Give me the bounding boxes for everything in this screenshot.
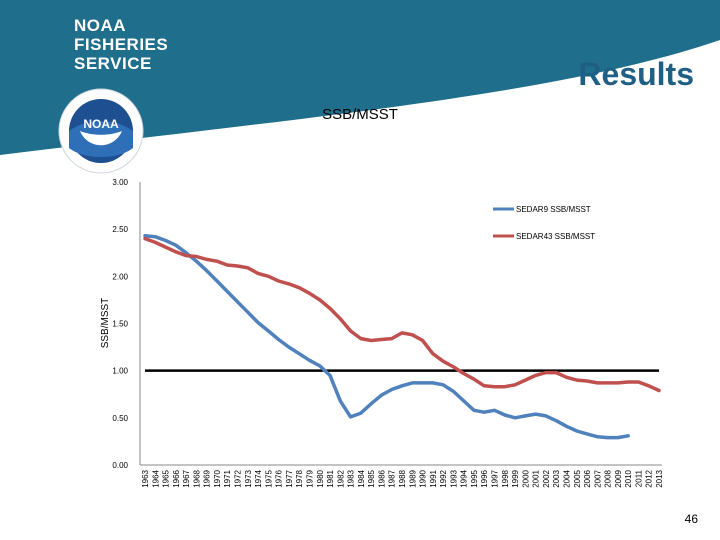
noaa-logo-icon: NOAA [58, 88, 144, 174]
logo-label: NOAA [83, 117, 119, 131]
x-tick-label: 2001 [532, 469, 541, 487]
x-tick-label: 1996 [480, 469, 489, 487]
x-tick-label: 2002 [542, 469, 551, 487]
noaa-fisheries-brand: NOAA FISHERIES SERVICE [74, 16, 168, 73]
x-tick-label: 2008 [604, 469, 613, 487]
x-tick-label: 1990 [419, 469, 428, 487]
y-tick-label: 2.50 [112, 225, 128, 234]
x-tick-label: 1980 [316, 469, 325, 487]
x-tick-label: 2004 [562, 469, 571, 487]
x-tick-label: 1970 [213, 469, 222, 487]
x-tick-label: 1984 [357, 469, 366, 487]
x-tick-label: 1988 [398, 469, 407, 487]
x-tick-label: 2011 [634, 469, 643, 487]
x-tick-label: 1986 [377, 469, 386, 487]
x-tick-label: 1975 [264, 469, 273, 487]
x-tick-label: 1963 [141, 469, 150, 487]
y-tick-label: 0.00 [112, 461, 128, 470]
x-tick-label: 1985 [367, 469, 376, 487]
x-tick-label: 1972 [234, 469, 243, 487]
x-tick-label: 2000 [521, 469, 530, 487]
x-tick-label: 1965 [162, 469, 171, 487]
x-tick-label: 2009 [614, 469, 623, 487]
legend-label-2: SEDAR43 SSB/MSST [516, 232, 595, 241]
x-tick-label: 2003 [552, 469, 561, 487]
y-tick-label: 2.00 [112, 272, 128, 281]
x-tick-label: 1978 [295, 469, 304, 487]
x-tick-label: 1994 [460, 469, 469, 487]
x-tick-label: 1992 [439, 469, 448, 487]
legend-label-1: SEDAR9 SSB/MSST [516, 205, 591, 214]
header-teal-shape [0, 0, 720, 155]
y-tick-label: 1.00 [112, 367, 128, 376]
x-tick-label: 1973 [244, 469, 253, 487]
x-tick-label: 1968 [192, 469, 201, 487]
y-tick-label: 1.50 [112, 320, 128, 329]
x-tick-label: 2005 [573, 469, 582, 487]
x-tick-label: 1995 [470, 469, 479, 487]
x-tick-label: 1977 [285, 469, 294, 487]
x-tick-label: 1969 [203, 469, 212, 487]
chart-title: SSB/MSST [322, 106, 398, 123]
x-tick-label: 1971 [223, 469, 232, 487]
x-tick-label: 1976 [275, 469, 284, 487]
series-line-1 [143, 234, 630, 440]
y-tick-label: 0.50 [112, 414, 128, 423]
x-tick-label: 1981 [326, 469, 335, 487]
brand-line-2: FISHERIES [74, 35, 169, 54]
x-tick-label: 2010 [624, 469, 633, 487]
x-tick-label: 1998 [501, 469, 510, 487]
x-tick-label: 1997 [491, 469, 500, 487]
x-tick-label: 2007 [593, 469, 602, 487]
y-tick-label: 3.00 [112, 178, 128, 187]
x-tick-label: 1991 [429, 469, 438, 487]
brand-line-1: NOAA [74, 16, 127, 35]
slide-title: Results [578, 56, 694, 92]
x-tick-label: 1983 [347, 469, 356, 487]
x-tick-label: 1974 [254, 469, 263, 487]
x-tick-label: 1987 [388, 469, 397, 487]
page-number: 46 [684, 512, 698, 526]
x-tick-label: 1993 [449, 469, 458, 487]
header-band [0, 0, 720, 155]
x-tick-label: 1967 [182, 469, 191, 487]
x-tick-label: 1964 [151, 469, 160, 487]
brand-line-3: SERVICE [74, 54, 152, 73]
x-tick-label: 1982 [336, 469, 345, 487]
x-tick-label: 1979 [305, 469, 314, 487]
x-tick-label: 1966 [172, 469, 181, 487]
y-axis-label: SSB/MSST [100, 298, 111, 349]
x-tick-label: 2006 [583, 469, 592, 487]
x-tick-label: 2013 [655, 469, 664, 487]
series-line-2 [143, 236, 661, 393]
x-tick-label: 2012 [645, 469, 654, 487]
x-tick-label: 1999 [511, 469, 520, 487]
x-tick-label: 1989 [408, 469, 417, 487]
